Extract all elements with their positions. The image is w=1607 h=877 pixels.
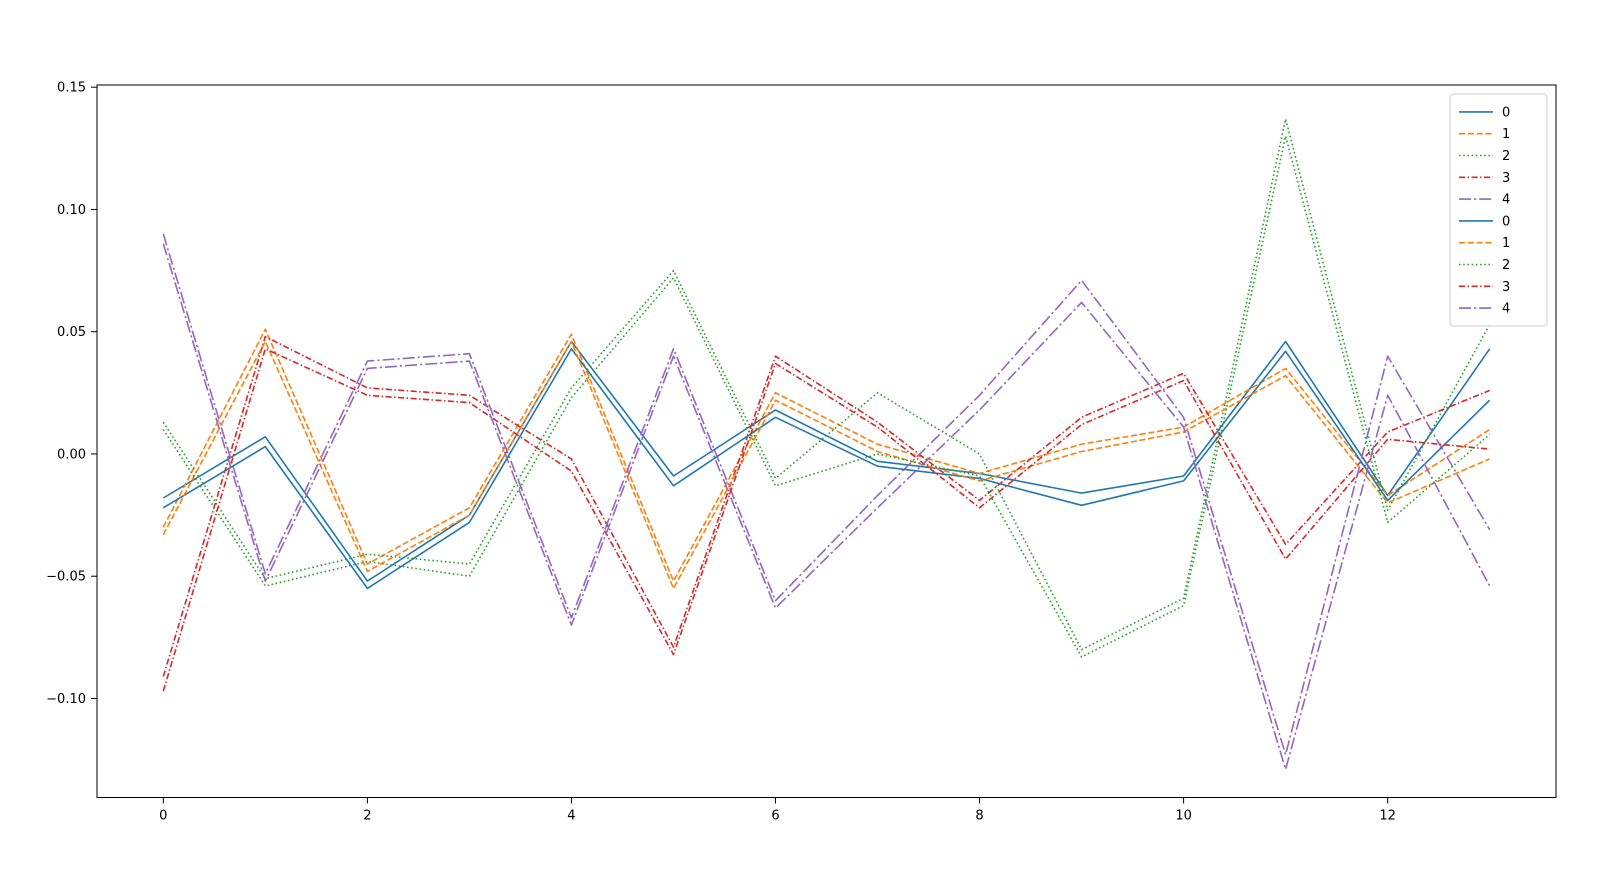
- series-line-6-label-1: [162, 340, 1491, 590]
- x-tick-label: 4: [567, 809, 575, 824]
- legend-label-2: 2: [1502, 149, 1510, 164]
- x-tick-label: 2: [363, 809, 371, 824]
- x-tick-label: 12: [1379, 809, 1396, 824]
- series-line-7-label-2: [162, 135, 1491, 658]
- legend-label-8: 3: [1502, 280, 1510, 295]
- y-tick-label: −0.05: [46, 570, 86, 585]
- series-line-4-label-4: [162, 233, 1491, 756]
- axes-spines: [96, 84, 1557, 798]
- series-line-8-label-3: [162, 347, 1490, 692]
- y-tick-label: 0.05: [57, 325, 86, 340]
- series-line-0-label-0: [162, 340, 1491, 582]
- y-tick-label: −0.10: [46, 692, 86, 707]
- x-tick-label: 10: [1175, 809, 1192, 824]
- legend-label-6: 1: [1502, 236, 1510, 251]
- series-line-5-label-0: [162, 347, 1491, 590]
- series-line-9-label-4: [162, 243, 1491, 771]
- legend-label-7: 2: [1502, 258, 1510, 273]
- x-tick-label: 8: [975, 809, 983, 824]
- x-tick-label: 6: [771, 809, 779, 824]
- legend-label-0: 0: [1502, 105, 1510, 120]
- y-tick-label: 0.15: [57, 81, 86, 96]
- legend-label-4: 4: [1502, 193, 1510, 208]
- series-line-2-label-2: [162, 118, 1491, 651]
- legend-box: [1449, 93, 1548, 327]
- x-tick-label: 0: [159, 809, 167, 824]
- legend-label-3: 3: [1502, 171, 1510, 186]
- legend-label-9: 4: [1502, 302, 1510, 317]
- series-line-1-label-1: [162, 328, 1491, 582]
- legend-label-1: 1: [1502, 127, 1510, 142]
- y-tick-label: 0.00: [57, 447, 86, 462]
- y-tick-label: 0.10: [57, 203, 86, 218]
- series-line-3-label-3: [162, 335, 1491, 677]
- legend-label-5: 0: [1502, 214, 1510, 229]
